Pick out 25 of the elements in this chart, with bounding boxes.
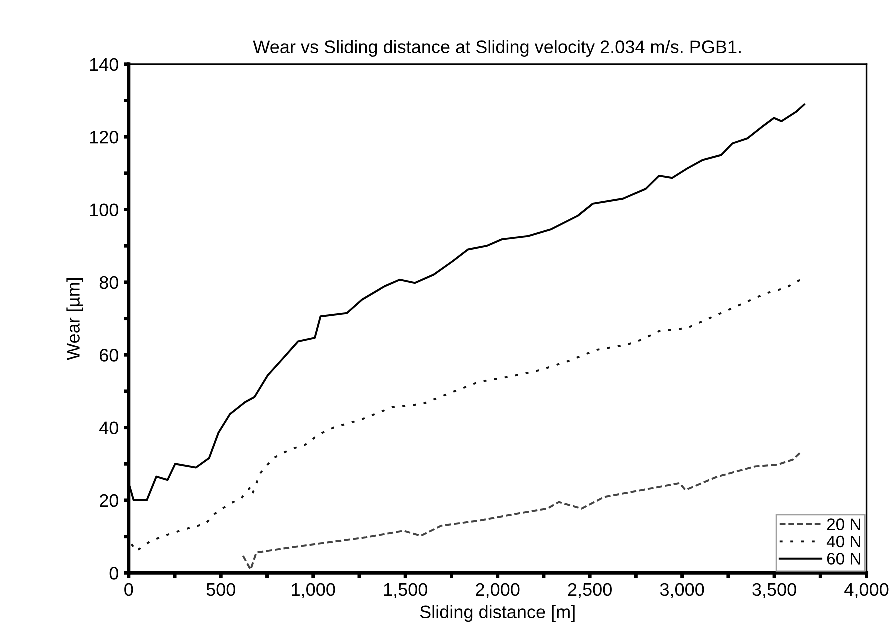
x-tick-label: 2,000	[476, 583, 520, 598]
legend-label: 40 N	[826, 536, 860, 548]
y-tick-label: 20	[100, 494, 118, 508]
x-tick-label: 500	[206, 583, 236, 596]
x-axis-title: Sliding distance [m]	[420, 605, 575, 622]
y-tick-label: 120	[90, 131, 118, 144]
x-tick-label: 1,500	[384, 583, 428, 598]
legend-label: 20 N	[827, 518, 860, 530]
y-tick-label: 140	[90, 58, 118, 72]
x-tick-label: 0	[124, 583, 134, 596]
y-tick-label: 40	[100, 422, 118, 435]
x-tick-label: 3,500	[752, 583, 796, 598]
chart-title: Wear vs Sliding distance at Sliding velocity 2.034 m/s. PGB1.	[253, 40, 741, 58]
legend-label: 60 N	[827, 553, 860, 565]
y-axis-title: Wear [µm]	[66, 278, 84, 360]
y-tick-label: 100	[90, 204, 118, 216]
line-series	[130, 278, 802, 552]
x-tick-label: 2,500	[568, 583, 612, 598]
x-tick-label: 4,000	[844, 583, 889, 598]
x-tick-label: 3,000	[660, 583, 704, 598]
line-series	[242, 452, 802, 571]
y-tick-label: 60	[100, 349, 118, 362]
y-tick-label: 0	[110, 567, 118, 580]
x-tick-label: 1,000	[292, 583, 336, 598]
y-tick-label: 80	[100, 276, 118, 290]
